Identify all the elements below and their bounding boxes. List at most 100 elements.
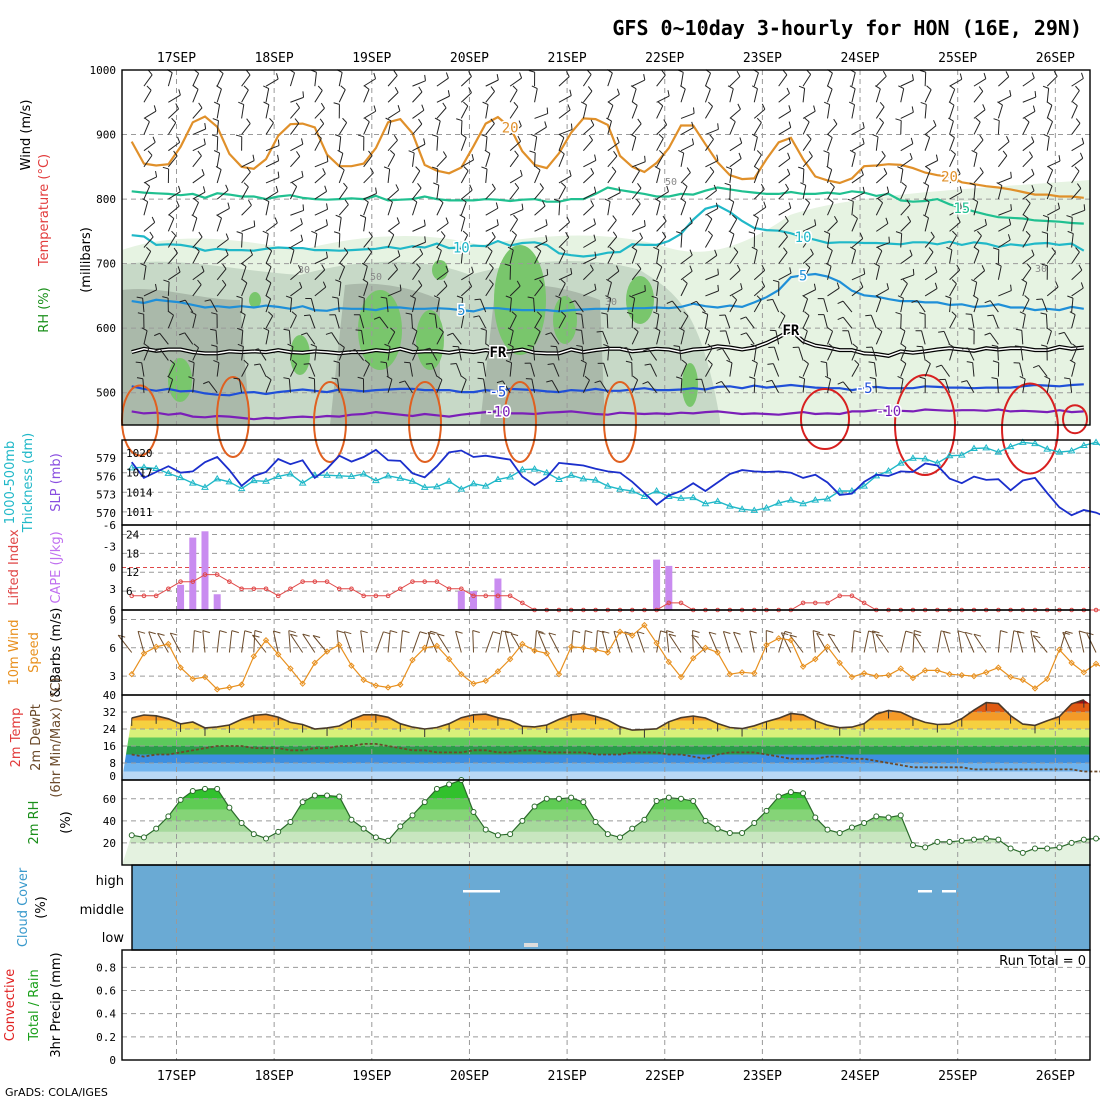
- wind-barb: [583, 173, 594, 184]
- wind-barb-flag: [616, 88, 620, 95]
- wind-barb: [509, 298, 512, 313]
- rh2m-tick-label: 20: [103, 837, 116, 850]
- wind-barb: [827, 331, 834, 345]
- wind-barb: [802, 289, 816, 297]
- wind-barb-flag: [334, 134, 341, 138]
- wind-barb: [192, 314, 197, 329]
- wind-barb: [583, 289, 597, 297]
- li-point: [202, 572, 208, 577]
- wind-barb: [363, 266, 368, 280]
- wind-barb-flag: [325, 332, 332, 335]
- pressure-tick-label: 800: [96, 193, 116, 206]
- wind-speed-point: [311, 659, 319, 667]
- wind-barb-flag: [854, 359, 860, 365]
- surface-wind-barb-flag: [965, 631, 973, 635]
- wind-barb: [778, 110, 791, 119]
- wind-barb: [705, 171, 715, 184]
- wind-barb-flag: [823, 101, 830, 106]
- rh2m-point: [946, 838, 953, 845]
- wind-barb-flag: [593, 234, 596, 241]
- wind-barb-flag: [527, 344, 534, 347]
- thickness-point: [945, 451, 954, 459]
- surface-wind-barb-flag: [666, 630, 674, 634]
- wind-barb-flag: [146, 85, 152, 91]
- wind-barb: [949, 283, 957, 297]
- wind-barb: [1071, 287, 1084, 297]
- wind-barb: [729, 269, 741, 281]
- wind-barb-flag: [686, 167, 691, 173]
- wind-barb: [314, 257, 328, 265]
- wind-barb-flag: [1047, 117, 1053, 123]
- rh2m-point: [433, 785, 440, 792]
- wind-barb-flag: [415, 166, 421, 172]
- temp-tick-label: 32: [103, 706, 116, 719]
- wind-barb-flag: [1072, 101, 1078, 107]
- wind-barb-flag: [368, 231, 373, 237]
- wind-barb-flag: [1058, 155, 1061, 162]
- wind-barb-flag: [317, 85, 323, 91]
- wind-barb-flag: [613, 150, 618, 157]
- wind-barb-flag: [576, 344, 583, 347]
- wind-barb: [436, 271, 449, 281]
- wind-barb-flag: [973, 246, 980, 251]
- wind-barb-flag: [971, 279, 977, 283]
- pressure-tick-label: 900: [96, 129, 116, 142]
- wind-barb-flag: [283, 377, 290, 380]
- wind-barb: [680, 378, 683, 393]
- thickness-point: [579, 474, 588, 482]
- cape-tick-label: 18: [126, 547, 139, 560]
- wind-barb: [656, 236, 667, 248]
- wind-speed-point: [348, 662, 355, 669]
- wind-barb: [998, 177, 1012, 184]
- wind-barb: [337, 378, 340, 393]
- wind-barb-flag: [340, 85, 346, 91]
- wind-barb-flag: [761, 280, 766, 287]
- wind-barb: [338, 122, 348, 135]
- rh2m-point: [934, 838, 941, 845]
- wind-barb: [998, 141, 1010, 152]
- wind-barb-flag: [211, 344, 218, 347]
- wind-barb-flag: [580, 101, 587, 106]
- wind-barb-flag: [1032, 105, 1036, 112]
- wind-barb: [436, 298, 440, 313]
- cape-bar: [189, 537, 197, 610]
- wind-barb: [361, 330, 365, 345]
- wind-speed-point: [189, 675, 196, 683]
- panel-label: Convective: [3, 969, 18, 1042]
- rh-contour-label: 30: [605, 297, 617, 308]
- wind-barb-flag: [934, 282, 938, 289]
- panel-label: 10m Wind: [7, 619, 22, 685]
- surface-wind-barb: [749, 630, 755, 653]
- wind-barb-flag: [178, 185, 181, 192]
- wind-barb: [705, 235, 713, 248]
- rh2m-point: [372, 834, 379, 841]
- wind-barb: [192, 73, 200, 87]
- wind-barb: [1022, 174, 1035, 184]
- wind-barb: [631, 137, 637, 151]
- wind-barb-flag: [168, 214, 175, 219]
- rh2m-point: [140, 834, 147, 841]
- wind-barb-flag: [977, 230, 982, 237]
- wind-barb: [607, 192, 621, 200]
- wind-barb-flag: [702, 311, 708, 315]
- wind-barb-flag: [907, 216, 912, 222]
- rh2m-point: [275, 828, 282, 835]
- wind-barb-flag: [141, 327, 148, 332]
- thickness-point: [176, 473, 185, 481]
- thickness-point: [799, 499, 807, 507]
- wind-barb-flag: [438, 327, 444, 333]
- wind-barb: [680, 315, 689, 329]
- panel-label: (6hr Min/Max) (°C): [49, 677, 64, 797]
- wind-barb-flag: [505, 360, 512, 364]
- thickness-point: [994, 448, 1003, 455]
- wind-barb: [436, 107, 447, 119]
- wind-barb-flag: [553, 198, 560, 202]
- wind-barb: [631, 379, 639, 393]
- thickness-point: [811, 496, 820, 503]
- wind-barb: [973, 282, 978, 297]
- wind-barb: [412, 330, 418, 345]
- wind-barb-flag: [162, 296, 169, 299]
- li-point: [275, 593, 281, 599]
- surface-wind-barb: [733, 632, 743, 653]
- wind-barb-flag: [923, 214, 929, 219]
